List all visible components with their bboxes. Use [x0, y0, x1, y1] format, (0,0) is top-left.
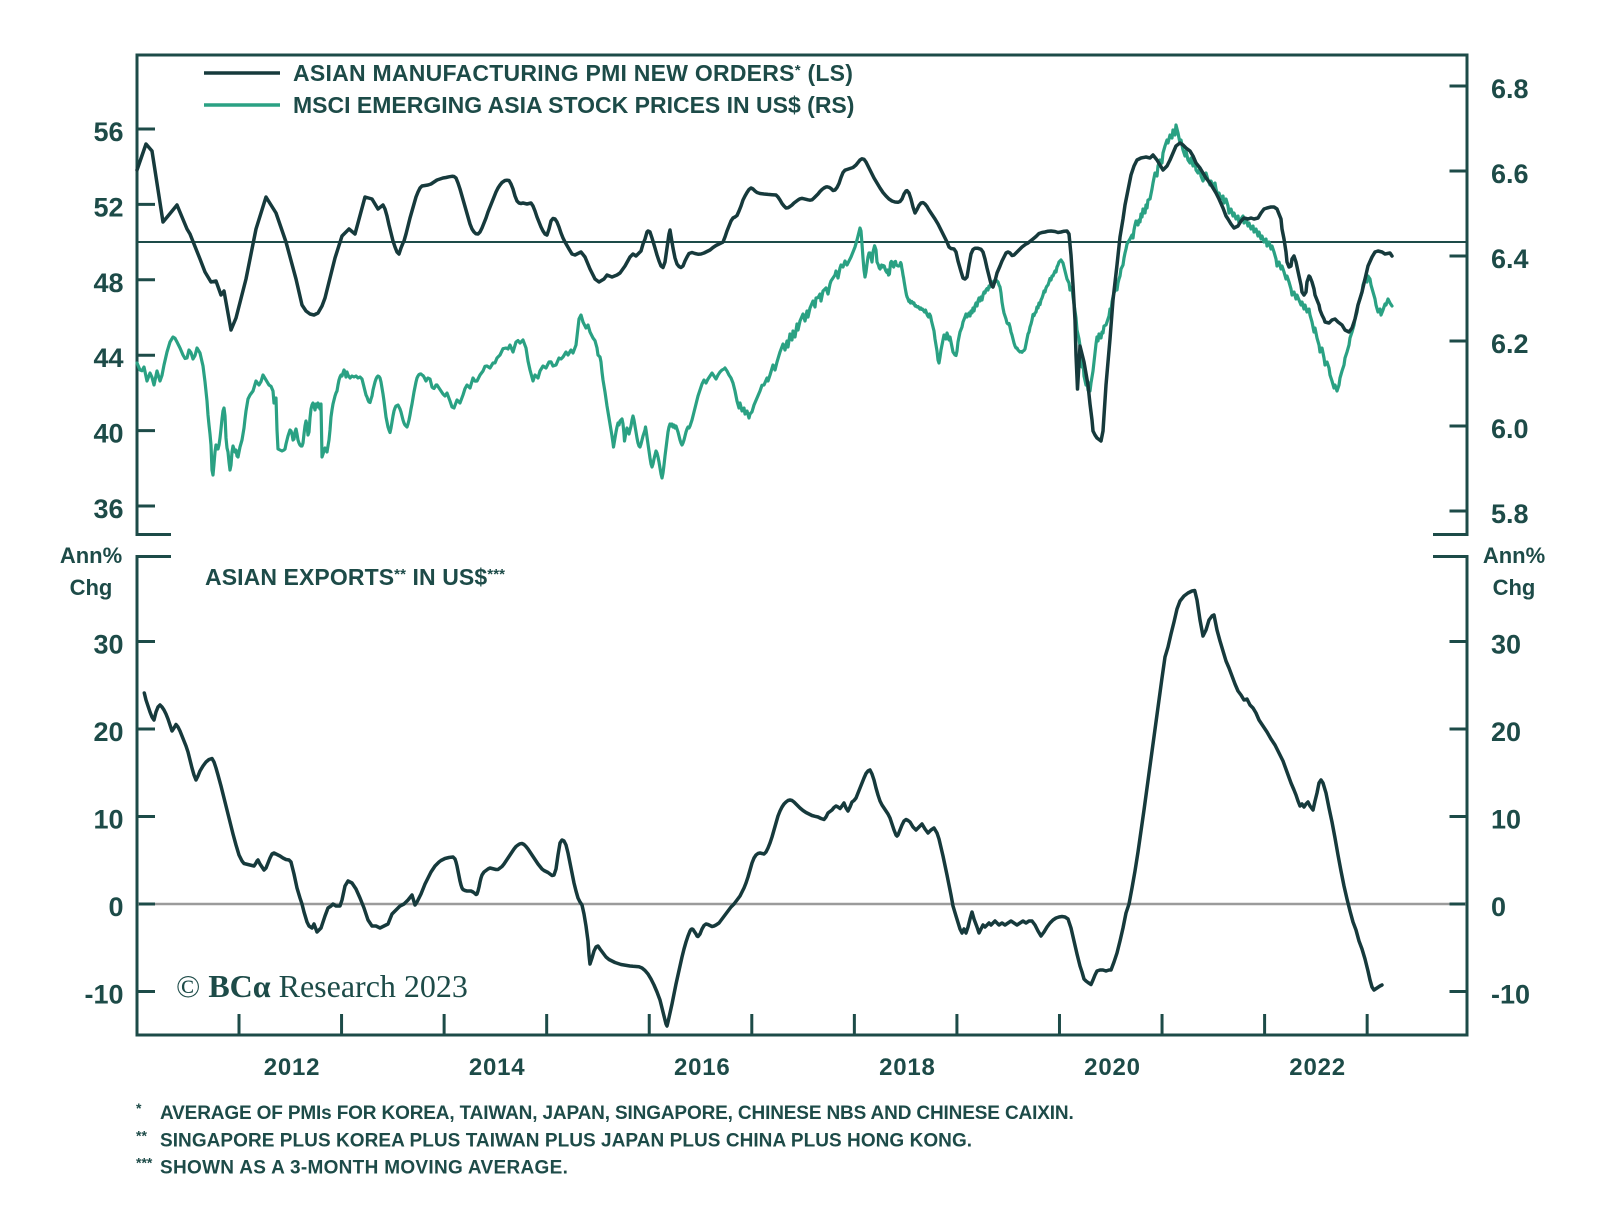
svg-text:2018: 2018 [879, 1054, 936, 1081]
svg-text:36: 36 [93, 494, 123, 524]
svg-text:44: 44 [93, 343, 123, 373]
svg-text:2020: 2020 [1084, 1054, 1141, 1081]
svg-text:0: 0 [1491, 892, 1506, 922]
svg-text:56: 56 [93, 117, 123, 147]
svg-text:Ann%: Ann% [60, 543, 122, 568]
svg-text:-10: -10 [84, 980, 123, 1010]
svg-text:0: 0 [108, 892, 123, 922]
svg-text:2022: 2022 [1289, 1054, 1346, 1081]
svg-text:-10: -10 [1491, 980, 1530, 1010]
svg-text:AVERAGE OF PMIs FOR KOREA, TAI: AVERAGE OF PMIs FOR KOREA, TAIWAN, JAPAN… [160, 1103, 1074, 1124]
svg-text:MSCI EMERGING ASIA STOCK PRICE: MSCI EMERGING ASIA STOCK PRICES IN US$ (… [293, 92, 854, 118]
svg-text:2016: 2016 [674, 1054, 731, 1081]
svg-text:*: * [136, 1100, 142, 1116]
svg-text:SHOWN AS A 3-MONTH MOVING AVER: SHOWN AS A 3-MONTH MOVING AVERAGE. [160, 1158, 568, 1179]
svg-text:**: ** [136, 1127, 147, 1143]
svg-text:30: 30 [1491, 630, 1521, 660]
svg-text:6.2: 6.2 [1491, 329, 1529, 359]
svg-text:10: 10 [1491, 805, 1521, 835]
svg-text:***: *** [136, 1155, 153, 1171]
svg-text:6.8: 6.8 [1491, 74, 1529, 104]
svg-text:20: 20 [1491, 717, 1521, 747]
svg-text:ASIAN MANUFACTURING PMI NEW OR: ASIAN MANUFACTURING PMI NEW ORDERS* (LS) [293, 60, 853, 86]
svg-text:2014: 2014 [469, 1054, 526, 1081]
svg-text:2012: 2012 [264, 1054, 321, 1081]
svg-text:52: 52 [93, 192, 123, 222]
svg-text:6.0: 6.0 [1491, 414, 1529, 444]
svg-text:48: 48 [93, 268, 123, 298]
svg-text:30: 30 [93, 630, 123, 660]
svg-text:© BCα Research 2023: © BCα Research 2023 [176, 968, 468, 1004]
svg-text:40: 40 [93, 419, 123, 449]
svg-text:ASIAN EXPORTS** IN US$***: ASIAN EXPORTS** IN US$*** [205, 564, 505, 590]
svg-text:Ann%: Ann% [1483, 543, 1545, 568]
svg-text:Chg: Chg [1493, 575, 1536, 600]
svg-text:20: 20 [93, 717, 123, 747]
svg-text:10: 10 [93, 805, 123, 835]
svg-text:Chg: Chg [70, 575, 113, 600]
svg-text:6.6: 6.6 [1491, 159, 1529, 189]
svg-text:5.8: 5.8 [1491, 499, 1529, 529]
svg-text:SINGAPORE PLUS KOREA PLUS TAIW: SINGAPORE PLUS KOREA PLUS TAIWAN PLUS JA… [160, 1130, 972, 1151]
svg-text:6.4: 6.4 [1491, 244, 1529, 274]
